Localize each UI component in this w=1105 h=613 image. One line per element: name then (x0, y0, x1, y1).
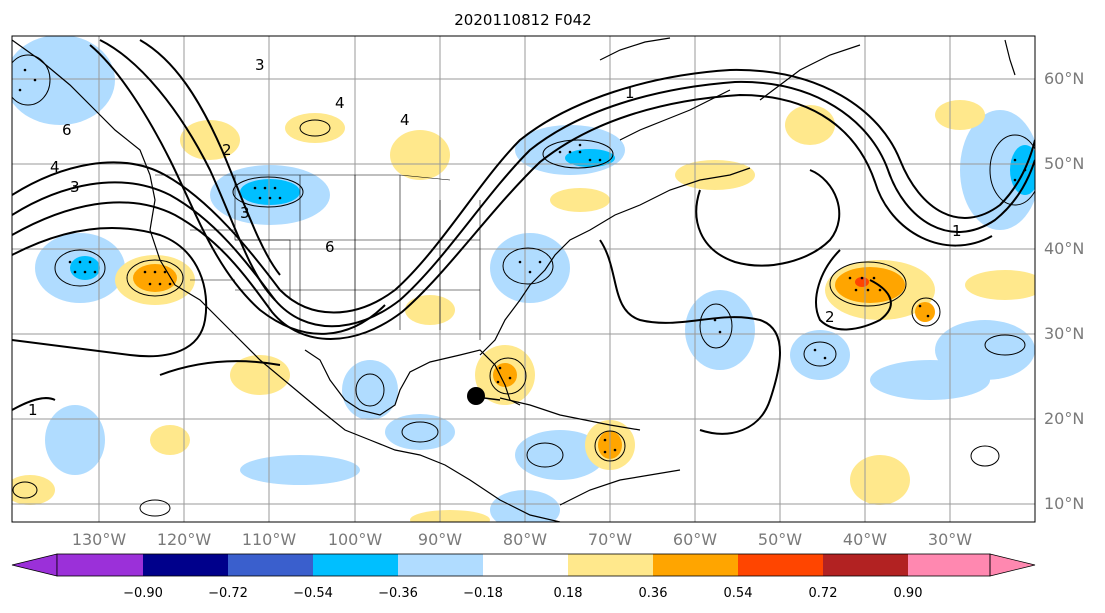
colorbar-tick: 0.72 (809, 586, 838, 601)
colorbar-segment (653, 554, 738, 576)
lat-label-50n: 50°N (1044, 154, 1084, 173)
lon-label-40w: 40°W (843, 530, 887, 549)
lon-label-50w: 50°W (758, 530, 802, 549)
colorbar-tick: 0.36 (639, 586, 668, 601)
contour-label: 1 (28, 401, 38, 419)
contour-label: 3 (70, 178, 80, 196)
contour-label: 6 (325, 238, 335, 256)
colorbar-segment (228, 554, 313, 576)
lat-label-10n: 10°N (1044, 494, 1084, 513)
colorbar-tick: −0.36 (378, 586, 418, 601)
lon-label-130w: 130°W (72, 530, 127, 549)
colorbar: −0.90 −0.72 −0.54 −0.36 −0.18 0.18 0.36 … (11, 553, 1036, 601)
contour-label: 3 (255, 56, 265, 74)
lon-label-120w: 120°W (157, 530, 212, 549)
lon-label-80w: 80°W (503, 530, 547, 549)
contour-lines (12, 39, 1035, 435)
lon-label-100w: 100°W (328, 530, 383, 549)
contour-label: 3 (240, 204, 250, 222)
gridlines (12, 36, 1035, 522)
colorbar-segment (483, 554, 568, 576)
contour-label: 6 (62, 121, 72, 139)
map-title: 2020110812 F042 (454, 11, 591, 29)
contour-label: 4 (400, 111, 410, 129)
colorbar-segment (143, 554, 228, 576)
contour-label: 1 (625, 84, 635, 102)
colorbar-segment (57, 554, 143, 576)
colorbar-tick: −0.90 (123, 586, 163, 601)
colorbar-extend-low (11, 553, 58, 577)
colorbar-tick: −0.72 (208, 586, 248, 601)
negative-anomaly-shading (12, 36, 1035, 522)
map-panel: 3 4 2 4 6 4 3 3 6 1 2 1 1 (12, 36, 1035, 522)
lon-label-70w: 70°W (588, 530, 632, 549)
longitude-labels: 130°W 120°W 110°W 100°W 90°W 80°W 70°W 6… (72, 530, 972, 549)
colorbar-tick: −0.54 (293, 586, 333, 601)
colorbar-extend-high (989, 553, 1036, 577)
lat-label-20n: 20°N (1044, 409, 1084, 428)
contour-label: 4 (335, 94, 345, 112)
contour-label: 1 (952, 222, 962, 240)
colorbar-tick: 0.90 (894, 586, 923, 601)
lat-label-30n: 30°N (1044, 324, 1084, 343)
lon-label-90w: 90°W (418, 530, 462, 549)
colorbar-tick: −0.18 (463, 586, 503, 601)
colorbar-tick: 0.54 (724, 586, 753, 601)
lat-label-60n: 60°N (1044, 69, 1084, 88)
contour-label: 2 (825, 308, 835, 326)
colorbar-segment (313, 554, 398, 576)
significance-stippling (18, 68, 1027, 454)
significance-outlines (12, 54, 1035, 517)
strong-negative-anomaly-shading (70, 145, 1035, 280)
colorbar-segment (738, 554, 823, 576)
colorbar-segment (568, 554, 653, 576)
latitude-labels: 60°N 50°N 40°N 30°N 20°N 10°N (1044, 69, 1084, 513)
contour-label: 2 (222, 141, 232, 159)
storm-marker (467, 387, 501, 405)
colorbar-segment (823, 554, 908, 576)
lon-label-30w: 30°W (928, 530, 972, 549)
lat-label-40n: 40°N (1044, 239, 1084, 258)
colorbar-tick: 0.18 (554, 586, 583, 601)
lon-label-60w: 60°W (673, 530, 717, 549)
colorbar-segment (398, 554, 483, 576)
map-border (11, 35, 1036, 523)
colorbar-segment (908, 554, 990, 576)
lon-label-110w: 110°W (242, 530, 297, 549)
contour-label: 4 (50, 158, 60, 176)
colorbar-frame (56, 553, 991, 577)
contour-label-group: 3 4 2 4 6 4 3 3 6 1 2 1 1 (28, 56, 962, 419)
